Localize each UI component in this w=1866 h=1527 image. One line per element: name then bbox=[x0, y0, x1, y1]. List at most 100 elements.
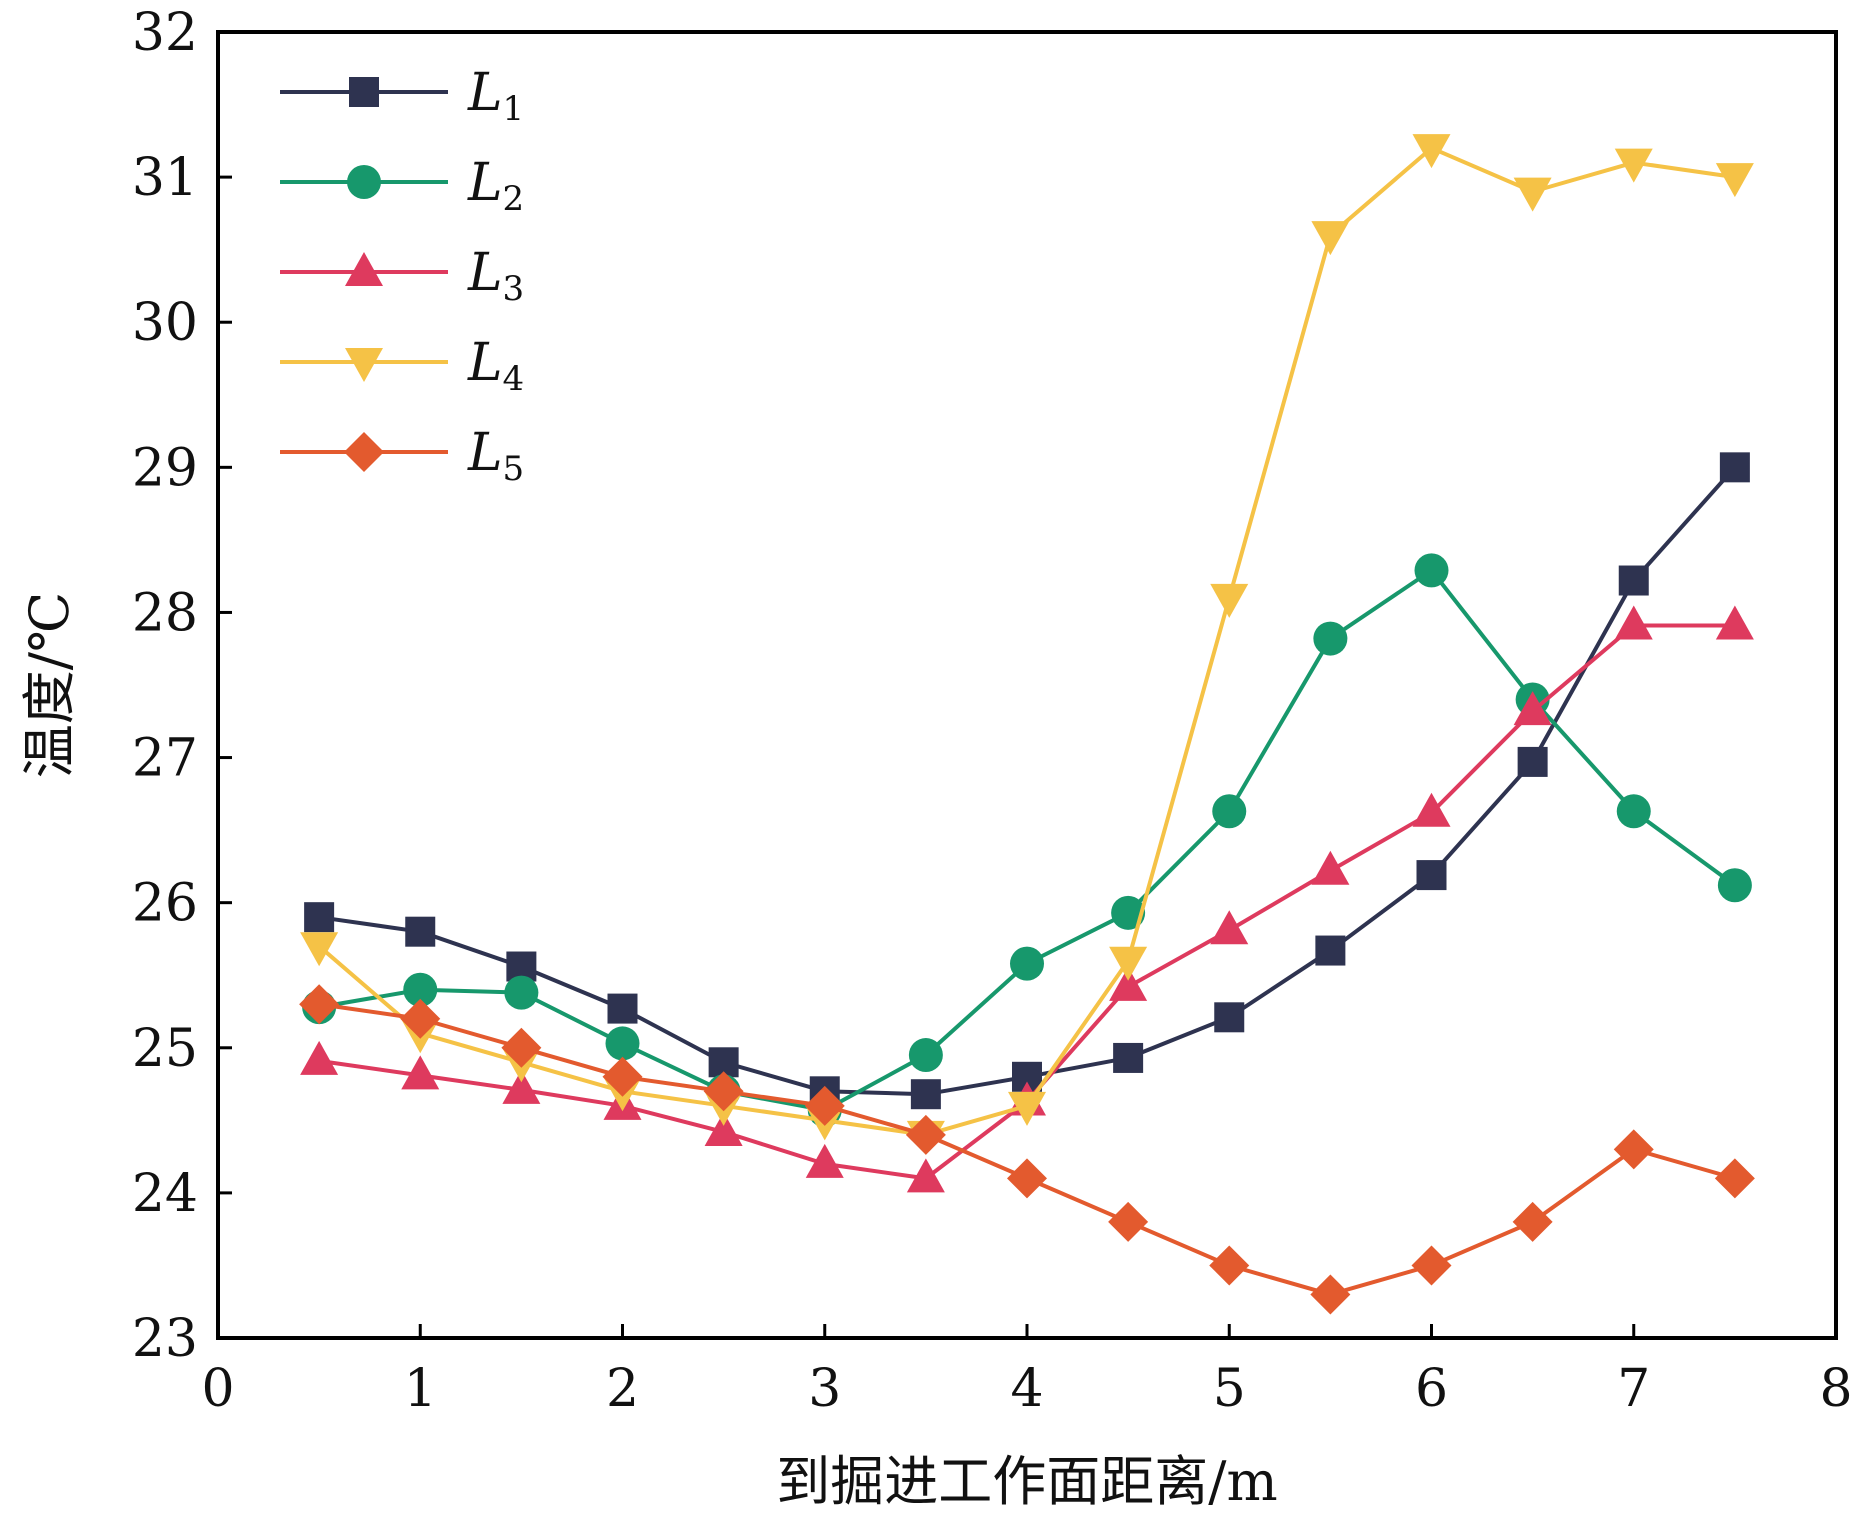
data-point-L2-8 bbox=[1111, 895, 1146, 930]
y-tick-label: 26 bbox=[132, 874, 198, 934]
data-point-L4-10 bbox=[1311, 221, 1350, 256]
data-point-L2-1 bbox=[403, 972, 438, 1007]
legend-marker bbox=[345, 252, 383, 286]
legend-label: L2 bbox=[467, 153, 524, 219]
data-point-L3-11 bbox=[1412, 792, 1451, 827]
x-tick-label: 5 bbox=[1213, 1359, 1246, 1419]
data-point-L1-12 bbox=[1517, 746, 1548, 777]
legend-label-main: L bbox=[467, 243, 503, 303]
data-point-L5-0 bbox=[299, 984, 340, 1025]
data-point-L4-8 bbox=[1109, 946, 1148, 981]
data-point-L3-4 bbox=[704, 1111, 743, 1146]
data-point-L5-10 bbox=[1310, 1274, 1351, 1315]
legend-marker bbox=[345, 348, 383, 382]
data-point-L3-14 bbox=[1715, 605, 1754, 640]
data-point-L1-0 bbox=[304, 902, 335, 933]
legend-label-subscript: 1 bbox=[503, 89, 525, 129]
legend-label-subscript: 3 bbox=[503, 269, 525, 309]
plot-frame bbox=[216, 30, 1838, 1340]
x-tick-label: 8 bbox=[1819, 1359, 1852, 1419]
y-tick-label: 31 bbox=[132, 148, 198, 208]
y-tick-label: 27 bbox=[132, 729, 198, 789]
data-point-L3-10 bbox=[1311, 850, 1350, 885]
data-point-L5-9 bbox=[1209, 1245, 1250, 1286]
legend-marker bbox=[344, 432, 384, 472]
legend-item-L3: L3 bbox=[280, 243, 524, 309]
data-point-L1-6 bbox=[910, 1079, 941, 1110]
data-point-L3-9 bbox=[1210, 910, 1249, 945]
legend-label-subscript: 4 bbox=[503, 359, 525, 399]
y-tick-label: 23 bbox=[132, 1309, 198, 1369]
x-tick-label: 4 bbox=[1010, 1359, 1043, 1419]
legend-item-L1: L1 bbox=[280, 63, 524, 129]
data-point-L1-14 bbox=[1719, 452, 1750, 483]
data-point-L4-13 bbox=[1614, 148, 1653, 183]
x-tick-label: 2 bbox=[606, 1359, 639, 1419]
legend-marker bbox=[349, 77, 379, 107]
data-point-L5-14 bbox=[1714, 1158, 1755, 1199]
data-point-L5-12 bbox=[1512, 1201, 1553, 1242]
legend-label: L1 bbox=[467, 63, 524, 129]
legend-label-subscript: 2 bbox=[503, 179, 525, 219]
legend-label: L4 bbox=[467, 333, 524, 399]
legend-label-main: L bbox=[467, 423, 503, 483]
y-tick-label: 29 bbox=[132, 438, 198, 498]
data-point-L2-13 bbox=[1616, 794, 1651, 829]
data-point-L2-6 bbox=[908, 1038, 943, 1073]
x-tick-label: 6 bbox=[1415, 1359, 1448, 1419]
data-point-L3-12 bbox=[1513, 691, 1552, 726]
data-point-L4-7 bbox=[1008, 1091, 1046, 1126]
data-point-L5-2 bbox=[501, 1027, 542, 1068]
data-point-L4-11 bbox=[1412, 134, 1451, 169]
data-point-L1-10 bbox=[1315, 935, 1346, 966]
data-point-L1-1 bbox=[405, 916, 436, 947]
legend-label-main: L bbox=[467, 153, 503, 213]
x-tick-label: 0 bbox=[201, 1359, 234, 1419]
y-axis-title: 温度/℃ bbox=[18, 592, 81, 779]
data-point-L4-9 bbox=[1210, 583, 1249, 618]
data-point-L1-3 bbox=[607, 993, 638, 1024]
x-tick-label: 1 bbox=[404, 1359, 437, 1419]
data-point-L2-2 bbox=[504, 975, 539, 1010]
data-point-L5-5 bbox=[804, 1085, 845, 1126]
x-tick-label: 3 bbox=[808, 1359, 841, 1419]
data-point-L3-1 bbox=[401, 1055, 440, 1090]
data-point-L3-8 bbox=[1109, 966, 1148, 1001]
legend-marker bbox=[347, 165, 381, 199]
legend-label: L5 bbox=[467, 423, 524, 489]
y-tick-label: 30 bbox=[132, 293, 198, 353]
data-point-L5-8 bbox=[1108, 1201, 1149, 1242]
data-point-L5-1 bbox=[400, 998, 441, 1039]
legend-item-L2: L2 bbox=[280, 153, 524, 219]
data-point-L2-11 bbox=[1414, 553, 1449, 588]
data-point-L3-2 bbox=[502, 1069, 541, 1104]
legend-label-main: L bbox=[467, 333, 503, 393]
y-tick-label: 28 bbox=[132, 583, 198, 643]
data-point-L1-9 bbox=[1214, 1002, 1245, 1033]
series-L1 bbox=[304, 452, 1750, 1110]
data-point-L5-6 bbox=[905, 1114, 946, 1155]
data-point-L4-0 bbox=[300, 932, 339, 967]
data-point-L3-5 bbox=[805, 1143, 844, 1178]
data-point-L2-10 bbox=[1313, 621, 1348, 656]
data-point-L4-12 bbox=[1513, 177, 1552, 212]
x-axis-title: 到掘进工作面距离/m bbox=[776, 1450, 1277, 1513]
series-line-L2 bbox=[318, 568, 1737, 1113]
y-tick-label: 25 bbox=[132, 1019, 198, 1079]
legend-item-L4: L4 bbox=[280, 333, 524, 399]
x-tick-label: 7 bbox=[1617, 1359, 1650, 1419]
data-point-L1-13 bbox=[1618, 565, 1649, 596]
series-L5 bbox=[299, 984, 1755, 1315]
data-point-L3-6 bbox=[906, 1158, 945, 1193]
legend-label-subscript: 5 bbox=[503, 449, 525, 489]
data-point-L3-0 bbox=[300, 1040, 339, 1075]
data-point-L2-3 bbox=[605, 1026, 640, 1061]
legend-item-L5: L5 bbox=[280, 423, 524, 489]
data-point-L5-13 bbox=[1613, 1129, 1654, 1170]
data-point-L2-9 bbox=[1212, 794, 1247, 829]
data-point-L4-14 bbox=[1715, 163, 1754, 198]
legend-label: L3 bbox=[467, 243, 524, 309]
data-point-L3-13 bbox=[1614, 605, 1653, 640]
